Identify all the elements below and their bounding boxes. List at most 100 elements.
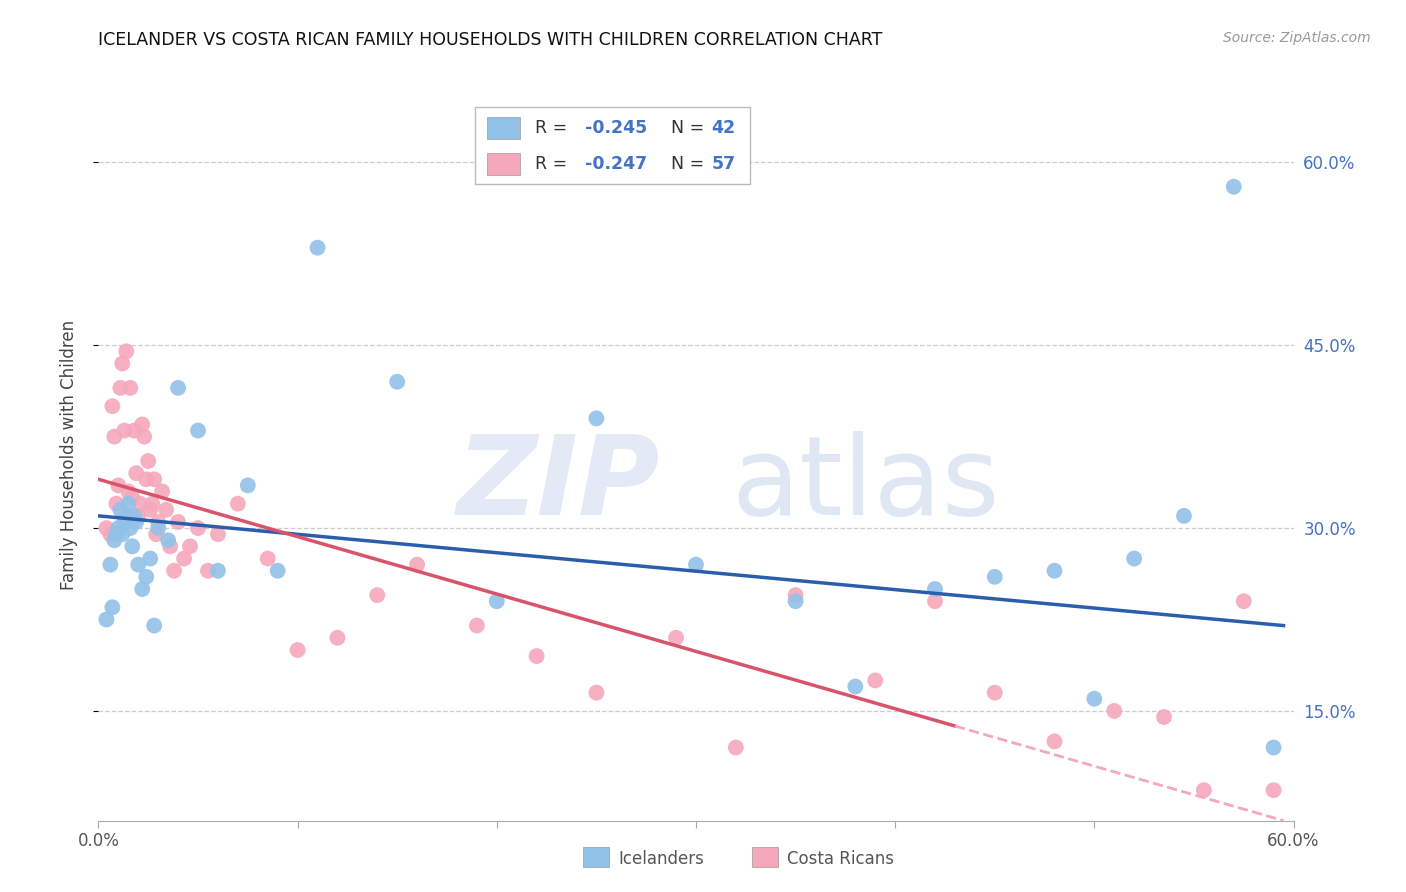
- Point: [207, 527, 229, 541]
- Text: -0.245: -0.245: [585, 120, 647, 137]
- Point: [167, 381, 190, 395]
- Point: [167, 515, 190, 529]
- Point: [131, 582, 153, 596]
- Point: [124, 508, 146, 523]
- Point: [585, 686, 607, 700]
- Point: [143, 618, 166, 632]
- Point: [150, 484, 173, 499]
- Point: [96, 521, 118, 535]
- Point: [1043, 734, 1066, 748]
- Point: [121, 539, 143, 553]
- Point: [385, 375, 409, 389]
- Point: [1083, 691, 1105, 706]
- Point: [103, 430, 125, 444]
- Point: [785, 594, 807, 608]
- Point: [112, 424, 135, 438]
- Point: [159, 539, 181, 553]
- Point: [1192, 783, 1215, 797]
- Point: [139, 551, 162, 566]
- Text: N =: N =: [661, 154, 710, 172]
- Point: [1102, 704, 1125, 718]
- Point: [125, 515, 148, 529]
- Point: [465, 618, 488, 632]
- Point: [107, 478, 129, 492]
- Point: [844, 680, 866, 694]
- Point: [326, 631, 349, 645]
- Point: [101, 600, 124, 615]
- Point: [110, 381, 132, 395]
- Point: [924, 594, 946, 608]
- FancyBboxPatch shape: [486, 153, 520, 175]
- Point: [267, 564, 290, 578]
- Point: [1263, 783, 1285, 797]
- Point: [96, 613, 118, 627]
- Point: [135, 570, 157, 584]
- Text: Costa Ricans: Costa Ricans: [787, 850, 894, 868]
- Point: [724, 740, 747, 755]
- Point: [136, 454, 159, 468]
- Point: [1153, 710, 1175, 724]
- Point: [1222, 179, 1246, 194]
- FancyBboxPatch shape: [475, 108, 749, 185]
- FancyBboxPatch shape: [486, 117, 520, 139]
- Point: [256, 551, 278, 566]
- Point: [187, 424, 209, 438]
- Point: [148, 521, 170, 535]
- Point: [141, 497, 163, 511]
- Text: 57: 57: [711, 154, 735, 172]
- Text: R =: R =: [534, 154, 572, 172]
- Point: [406, 558, 429, 572]
- Point: [121, 491, 143, 505]
- Point: [207, 564, 229, 578]
- Point: [107, 521, 129, 535]
- Point: [120, 381, 142, 395]
- Text: Icelanders: Icelanders: [619, 850, 704, 868]
- Point: [100, 527, 122, 541]
- Point: [135, 472, 157, 486]
- Point: [366, 588, 388, 602]
- Point: [117, 497, 139, 511]
- Point: [139, 503, 162, 517]
- Point: [526, 649, 548, 664]
- Point: [131, 417, 153, 432]
- Text: ICELANDER VS COSTA RICAN FAMILY HOUSEHOLDS WITH CHILDREN CORRELATION CHART: ICELANDER VS COSTA RICAN FAMILY HOUSEHOL…: [98, 31, 883, 49]
- Point: [187, 521, 209, 535]
- Text: ZIP: ZIP: [457, 431, 661, 538]
- Point: [984, 686, 1007, 700]
- Point: [1263, 740, 1285, 755]
- Point: [1233, 594, 1256, 608]
- Point: [179, 539, 201, 553]
- Point: [127, 508, 149, 523]
- Point: [110, 503, 132, 517]
- Point: [148, 515, 170, 529]
- Point: [287, 643, 309, 657]
- Point: [585, 411, 607, 425]
- Point: [1043, 564, 1066, 578]
- Point: [117, 484, 139, 499]
- Point: [163, 564, 186, 578]
- Point: [143, 472, 166, 486]
- Text: R =: R =: [534, 120, 572, 137]
- Point: [155, 503, 177, 517]
- Text: Source: ZipAtlas.com: Source: ZipAtlas.com: [1223, 31, 1371, 45]
- Point: [115, 344, 138, 359]
- Point: [125, 467, 148, 481]
- Point: [924, 582, 946, 596]
- Text: atlas: atlas: [733, 431, 1000, 538]
- Point: [105, 527, 128, 541]
- Point: [101, 399, 124, 413]
- Text: 42: 42: [711, 120, 735, 137]
- Point: [785, 588, 807, 602]
- Point: [100, 558, 122, 572]
- Point: [197, 564, 219, 578]
- Point: [124, 424, 146, 438]
- Point: [665, 631, 688, 645]
- Point: [103, 533, 125, 548]
- Point: [145, 527, 167, 541]
- Point: [134, 430, 156, 444]
- Point: [984, 570, 1007, 584]
- Point: [685, 558, 707, 572]
- Point: [157, 533, 180, 548]
- Point: [485, 594, 508, 608]
- Point: [111, 527, 134, 541]
